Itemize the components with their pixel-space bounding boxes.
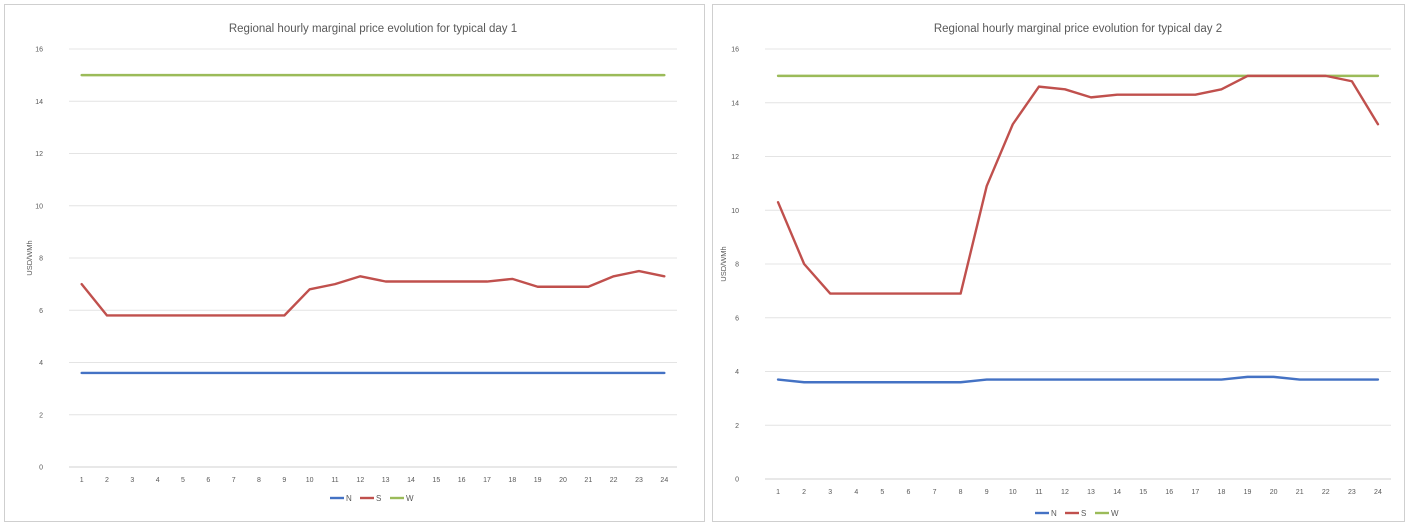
x-tick-label: 1	[80, 477, 84, 484]
x-tick-label: 20	[559, 477, 567, 484]
x-tick-label: 16	[458, 477, 466, 484]
x-tick-label: 1	[776, 489, 780, 496]
x-tick-label: 23	[1348, 489, 1356, 496]
y-tick-label: 8	[39, 256, 43, 263]
y-tick-label: 8	[735, 262, 739, 269]
legend-item-s: S	[360, 494, 381, 503]
x-tick-label: 16	[1165, 489, 1173, 496]
x-tick-label: 15	[1139, 489, 1147, 496]
chart-title: Regional hourly marginal price evolution…	[934, 23, 1222, 35]
legend-item-w: W	[1095, 509, 1119, 518]
y-tick-label: 4	[735, 369, 739, 376]
x-tick-label: 18	[1218, 489, 1226, 496]
chart-panel-day-2: Regional hourly marginal price evolution…	[712, 4, 1405, 522]
x-tick-label: 9	[985, 489, 989, 496]
x-tick-label: 11	[1035, 489, 1042, 496]
x-tick-label: 4	[156, 477, 160, 484]
y-tick-label: 12	[731, 154, 739, 161]
x-tick-label: 24	[660, 477, 668, 484]
x-tick-label: 4	[854, 489, 858, 496]
x-tick-label: 2	[802, 489, 806, 496]
x-tick-label: 14	[407, 477, 415, 484]
x-tick-label: 15	[432, 477, 440, 484]
x-tick-label: 13	[1087, 489, 1095, 496]
y-tick-label: 4	[39, 360, 43, 367]
chart-panel-day-1: Regional hourly marginal price evolution…	[4, 4, 705, 522]
legend-item-n: N	[1035, 509, 1057, 518]
x-tick-label: 7	[232, 477, 236, 484]
x-tick-label: 6	[907, 489, 911, 496]
x-tick-label: 9	[282, 477, 286, 484]
y-tick-label: 12	[35, 151, 43, 158]
x-tick-label: 5	[880, 489, 884, 496]
chart-day-1: Regional hourly marginal price evolution…	[25, 23, 677, 503]
x-tick-label: 21	[1296, 489, 1304, 496]
chart-day-2: Regional hourly marginal price evolution…	[719, 23, 1391, 518]
legend-label: W	[406, 494, 414, 503]
x-tick-label: 2	[105, 477, 109, 484]
series-line-s	[80, 269, 666, 317]
y-axis-label: USD/WMh	[25, 240, 34, 275]
x-tick-label: 8	[959, 489, 963, 496]
x-tick-label: 8	[257, 477, 261, 484]
x-tick-label: 17	[1191, 489, 1199, 496]
legend-label: N	[346, 494, 352, 503]
x-tick-label: 13	[382, 477, 390, 484]
x-tick-label: 10	[1009, 489, 1017, 496]
x-tick-label: 12	[356, 477, 364, 484]
legend-label: W	[1111, 509, 1119, 518]
y-tick-label: 16	[731, 47, 739, 54]
x-tick-label: 19	[534, 477, 542, 484]
x-tick-label: 5	[181, 477, 185, 484]
series-line-s	[776, 74, 1380, 295]
legend-label: N	[1051, 509, 1057, 518]
y-tick-label: 6	[735, 315, 739, 322]
chart-title: Regional hourly marginal price evolution…	[229, 23, 517, 35]
x-tick-label: 17	[483, 477, 491, 484]
y-tick-label: 10	[731, 208, 739, 215]
x-tick-label: 14	[1113, 489, 1121, 496]
x-tick-label: 12	[1061, 489, 1069, 496]
x-tick-label: 7	[933, 489, 937, 496]
x-tick-label: 18	[508, 477, 516, 484]
x-tick-label: 21	[584, 477, 592, 484]
x-tick-label: 6	[206, 477, 210, 484]
x-tick-label: 10	[306, 477, 314, 484]
x-tick-label: 24	[1374, 489, 1382, 496]
legend-item-s: S	[1065, 509, 1086, 518]
x-tick-label: 23	[635, 477, 643, 484]
legend-item-n: N	[330, 494, 352, 503]
y-tick-label: 10	[35, 203, 43, 210]
series-line-n	[776, 375, 1380, 384]
x-tick-label: 3	[130, 477, 134, 484]
x-tick-label: 22	[1322, 489, 1330, 496]
legend-item-w: W	[390, 494, 414, 503]
x-tick-label: 20	[1270, 489, 1278, 496]
y-tick-label: 14	[35, 99, 43, 106]
y-tick-label: 0	[39, 465, 43, 472]
y-tick-label: 6	[39, 308, 43, 315]
y-axis-label: USD/WMh	[719, 246, 728, 281]
legend-label: S	[1081, 509, 1086, 518]
x-tick-label: 22	[610, 477, 618, 484]
x-tick-label: 19	[1244, 489, 1252, 496]
x-tick-label: 11	[331, 477, 338, 484]
y-tick-label: 2	[735, 423, 739, 430]
y-tick-label: 0	[735, 477, 739, 484]
x-tick-label: 3	[828, 489, 832, 496]
y-tick-label: 2	[39, 412, 43, 419]
legend-label: S	[376, 494, 381, 503]
y-tick-label: 14	[731, 100, 739, 107]
y-tick-label: 16	[35, 47, 43, 54]
